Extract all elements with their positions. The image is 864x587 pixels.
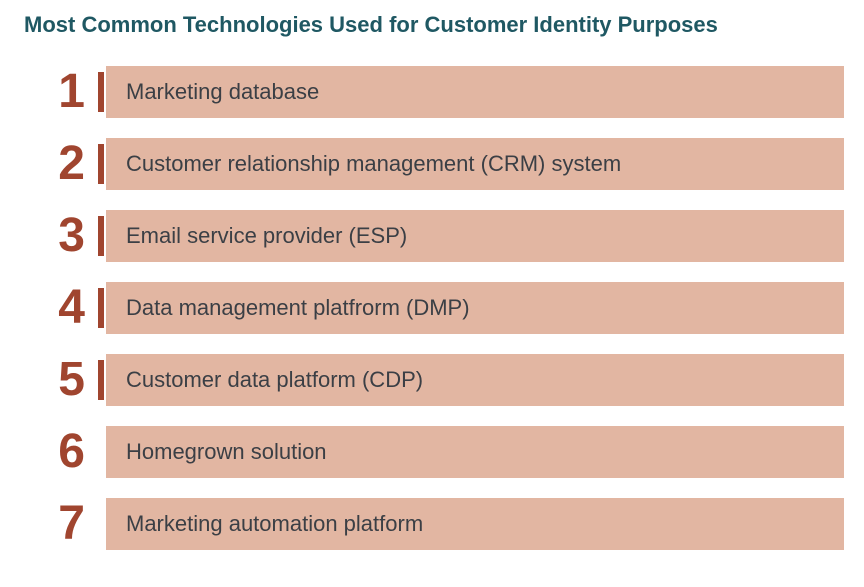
list-item: 6 Homegrown solution [20, 426, 844, 478]
item-label: Marketing automation platform [126, 511, 423, 537]
item-label: Customer relationship management (CRM) s… [126, 151, 621, 177]
tick-mark [98, 72, 104, 112]
item-label: Homegrown solution [126, 439, 327, 465]
tick-mark [98, 216, 104, 256]
rank-number: 1 [20, 68, 84, 116]
item-label: Data management platfrorm (DMP) [126, 295, 470, 321]
tick-mark [98, 288, 104, 328]
item-bar: Customer relationship management (CRM) s… [106, 138, 844, 190]
list-item: 1 Marketing database [20, 66, 844, 118]
item-bar: Data management platfrorm (DMP) [106, 282, 844, 334]
rank-number: 5 [20, 356, 84, 404]
list-item: 2 Customer relationship management (CRM) … [20, 138, 844, 190]
item-label: Email service provider (ESP) [126, 223, 407, 249]
item-label: Customer data platform (CDP) [126, 367, 423, 393]
rank-number: 7 [20, 500, 84, 548]
list-item: 7 Marketing automation platform [20, 498, 844, 550]
list-item: 4 Data management platfrorm (DMP) [20, 282, 844, 334]
item-label: Marketing database [126, 79, 319, 105]
tick-mark [98, 144, 104, 184]
infographic-container: Most Common Technologies Used for Custom… [0, 0, 864, 570]
rank-number: 2 [20, 140, 84, 188]
rank-number: 3 [20, 212, 84, 260]
item-bar: Marketing automation platform [106, 498, 844, 550]
ranked-list: 1 Marketing database 2 Customer relationshi… [20, 66, 844, 550]
chart-title: Most Common Technologies Used for Custom… [24, 12, 844, 38]
rank-number: 6 [20, 428, 84, 476]
tick-mark [98, 360, 104, 400]
list-item: 3 Email service provider (ESP) [20, 210, 844, 262]
item-bar: Email service provider (ESP) [106, 210, 844, 262]
item-bar: Customer data platform (CDP) [106, 354, 844, 406]
list-item: 5 Customer data platform (CDP) [20, 354, 844, 406]
rank-number: 4 [20, 284, 84, 332]
item-bar: Marketing database [106, 66, 844, 118]
item-bar: Homegrown solution [106, 426, 844, 478]
